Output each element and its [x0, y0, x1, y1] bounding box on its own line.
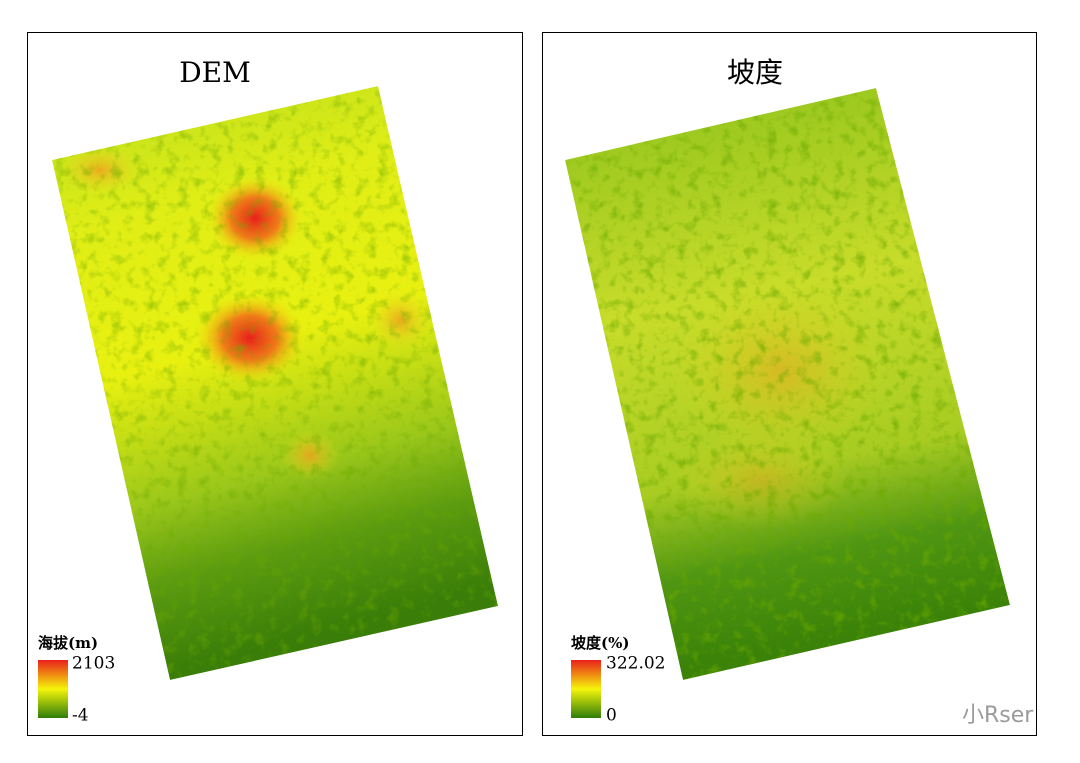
legend-ramp — [38, 660, 68, 718]
panel-frame — [27, 32, 523, 736]
legend-title: 坡度(%) — [571, 634, 629, 652]
legend-min: -4 — [72, 706, 89, 726]
dem-raster — [52, 86, 498, 680]
panel-frame — [542, 32, 1037, 736]
legend-max: 322.02 — [606, 654, 665, 674]
legend-min: 0 — [606, 706, 617, 726]
legend-ramp — [571, 660, 601, 718]
slope-raster — [565, 88, 1010, 680]
map-title: DEM — [179, 56, 251, 89]
legend-title: 海拔(m) — [38, 634, 98, 652]
legend-max: 2103 — [72, 654, 115, 674]
watermark: 小Rser — [962, 703, 1034, 728]
map-title: 坡度 — [727, 56, 783, 89]
